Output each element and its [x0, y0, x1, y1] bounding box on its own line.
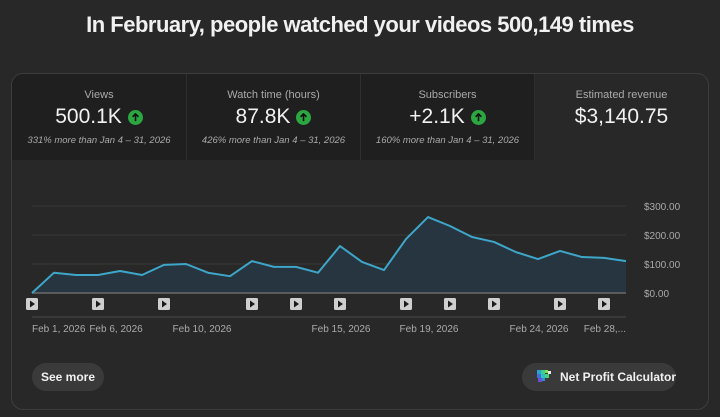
- video-marker-play-icon[interactable]: [488, 298, 500, 310]
- x-tick-label: Feb 10, 2026: [173, 324, 232, 335]
- metric-tabs: Views 500.1K 331% more than Jan 4 – 31, …: [12, 74, 708, 160]
- net-profit-calculator-button[interactable]: Net Profit Calculator: [522, 363, 676, 391]
- calculator-logo-icon: [536, 368, 552, 387]
- metric-label: Subscribers: [418, 89, 477, 101]
- video-marker-play-icon[interactable]: [598, 298, 610, 310]
- video-marker-play-icon[interactable]: [334, 298, 346, 310]
- revenue-line: [31, 216, 627, 294]
- metric-value: 87.8K: [235, 105, 291, 128]
- arrow-up-icon: [296, 109, 312, 125]
- video-marker-play-icon[interactable]: [246, 298, 258, 310]
- y-tick-label: $0.00: [644, 289, 669, 300]
- arrow-up-icon: [470, 109, 486, 125]
- metric-label: Estimated revenue: [575, 89, 668, 101]
- metric-label: Views: [84, 89, 114, 101]
- x-tick-label: Feb 24, 2026: [510, 324, 569, 335]
- video-marker-play-icon[interactable]: [444, 298, 456, 310]
- metric-label: Watch time (hours): [227, 89, 320, 101]
- y-tick-label: $200.00: [644, 231, 681, 242]
- metric-value: $3,140.75: [574, 105, 669, 128]
- metric-tab-revenue[interactable]: Estimated revenue $3,140.75: [534, 74, 708, 160]
- metric-tab-watch-time[interactable]: Watch time (hours) 87.8K 426% more than …: [186, 74, 360, 160]
- analytics-panel: Views 500.1K 331% more than Jan 4 – 31, …: [11, 73, 709, 410]
- metric-delta: 426% more than Jan 4 – 31, 2026: [201, 135, 346, 146]
- chart-area: [32, 217, 626, 293]
- page-headline: In February, people watched your videos …: [86, 12, 634, 37]
- metric-tab-views[interactable]: Views 500.1K 331% more than Jan 4 – 31, …: [12, 74, 186, 160]
- metric-value: 500.1K: [55, 105, 122, 128]
- y-tick-label: $300.00: [644, 202, 681, 213]
- metric-delta: 160% more than Jan 4 – 31, 2026: [375, 135, 520, 146]
- net-profit-calculator-label: Net Profit Calculator: [560, 370, 677, 384]
- x-tick-label: Feb 28,...: [584, 324, 626, 335]
- video-marker-play-icon[interactable]: [554, 298, 566, 310]
- see-more-label: See more: [40, 370, 96, 384]
- arrow-up-icon: [127, 109, 143, 125]
- see-more-button[interactable]: See more: [32, 363, 104, 391]
- x-tick-label: Feb 15, 2026: [312, 324, 371, 335]
- x-tick-label: Feb 1, 2026: [32, 324, 86, 335]
- video-marker-play-icon[interactable]: [26, 298, 38, 310]
- x-tick-label: Feb 19, 2026: [400, 324, 459, 335]
- video-marker-play-icon[interactable]: [400, 298, 412, 310]
- video-marker-play-icon[interactable]: [158, 298, 170, 310]
- metric-delta: 331% more than Jan 4 – 31, 2026: [27, 135, 171, 146]
- y-tick-label: $100.00: [644, 260, 681, 271]
- video-marker-play-icon[interactable]: [92, 298, 104, 310]
- video-marker-play-icon[interactable]: [290, 298, 302, 310]
- metric-value: +2.1K: [409, 105, 465, 128]
- x-tick-label: Feb 6, 2026: [89, 324, 143, 335]
- metric-tab-subscribers[interactable]: Subscribers +2.1K 160% more than Jan 4 –…: [360, 74, 534, 160]
